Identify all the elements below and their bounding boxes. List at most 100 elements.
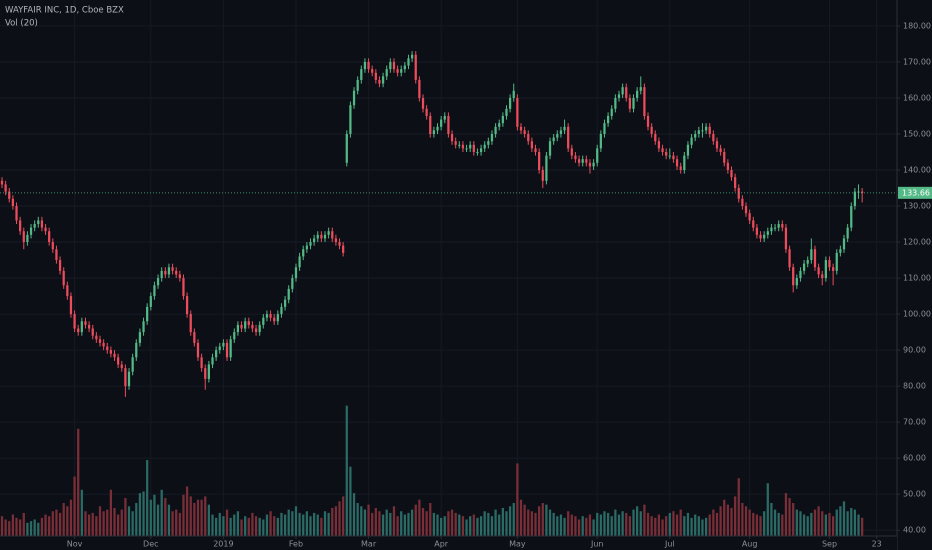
candle-body	[606, 115, 610, 124]
candle-body	[567, 126, 570, 149]
y-tick-label: 170.00	[903, 57, 931, 66]
volume-bar	[512, 503, 515, 536]
volume-bar	[603, 511, 606, 536]
volume-bar	[356, 503, 359, 536]
x-tick-label: Mar	[361, 540, 377, 549]
candle-body	[734, 177, 737, 189]
candle-body	[182, 278, 185, 297]
volume-bar	[661, 519, 664, 536]
candle-body	[131, 357, 134, 372]
volume-bar	[842, 501, 846, 536]
volume-bar	[51, 511, 54, 536]
volume-bar	[668, 512, 671, 536]
candle-body	[120, 364, 123, 369]
candle-body	[69, 296, 73, 315]
candle-body	[19, 220, 22, 232]
volume-bar	[773, 509, 777, 536]
volume-bar	[708, 514, 711, 536]
volume-bar	[37, 522, 40, 536]
volume-bar	[799, 511, 802, 536]
volume-bar	[135, 503, 138, 536]
volume-bar	[831, 516, 835, 536]
volume-bar	[498, 514, 501, 536]
volume-bar	[744, 506, 748, 536]
volume-bar	[755, 514, 759, 536]
volume-bar	[396, 516, 399, 536]
candle-body	[421, 97, 425, 109]
candle-body	[229, 339, 232, 358]
volume-bar	[62, 503, 65, 536]
candle-body	[44, 227, 47, 232]
candle-body	[548, 141, 552, 156]
candle-body	[508, 97, 512, 109]
candle-body	[719, 148, 722, 152]
candle-body	[476, 151, 479, 153]
volume-bar	[599, 514, 602, 536]
candle-body	[665, 151, 668, 156]
y-tick-label: 130.00	[903, 202, 931, 211]
candle-body	[389, 61, 392, 70]
candle-body	[541, 170, 544, 181]
candle-body	[356, 79, 359, 91]
candle-body	[8, 191, 11, 199]
candle-body	[215, 350, 218, 358]
candle-body	[327, 231, 330, 235]
volume-bar	[55, 509, 58, 536]
candle-body	[559, 130, 563, 134]
volume-bar	[258, 517, 261, 536]
volume-bar	[102, 511, 105, 536]
candle-body	[240, 324, 243, 329]
volume-bar	[530, 511, 534, 536]
volume-bar	[262, 519, 265, 536]
chart-title: WAYFAIR INC, 1D, Cboe BZX	[5, 6, 124, 16]
volume-bar	[15, 517, 18, 536]
candle-body	[124, 368, 127, 387]
volume-bar	[712, 509, 715, 536]
candle-body	[160, 270, 163, 279]
candle-body	[146, 306, 149, 322]
volume-bar	[643, 504, 646, 536]
candle-body	[338, 242, 341, 246]
candle-body	[371, 69, 374, 73]
candle-body	[294, 267, 298, 279]
volume-bar	[338, 501, 341, 536]
candle-body	[91, 328, 94, 336]
volume-bar	[4, 519, 7, 536]
candle-body	[737, 188, 740, 199]
volume-bar	[407, 512, 410, 536]
candle-body	[432, 130, 436, 134]
x-tick-label: Feb	[289, 540, 303, 549]
last-price-label: 133.66	[902, 188, 930, 197]
volume-bar	[665, 516, 668, 536]
x-tick-label: Jul	[664, 540, 675, 549]
candle-body	[87, 324, 91, 329]
x-tick-label: Dec	[143, 540, 158, 549]
volume-bar	[516, 463, 519, 536]
volume-bar	[215, 517, 218, 536]
candle-body	[381, 76, 385, 84]
candle-body	[429, 115, 432, 134]
volume-bar	[207, 504, 210, 536]
candle-body	[171, 267, 174, 271]
x-tick-label: 23	[872, 540, 882, 549]
volume-bar	[244, 516, 247, 536]
candle-body	[175, 270, 178, 275]
volume-bar	[421, 507, 425, 536]
candle-body	[490, 133, 494, 142]
candle-body	[657, 141, 661, 149]
candle-body	[40, 220, 44, 228]
y-tick-label: 110.00	[903, 274, 931, 283]
candle-body	[465, 148, 468, 150]
volume-bar	[11, 514, 15, 536]
volume-bar	[367, 504, 370, 536]
candle-body	[646, 115, 650, 127]
volume-bar	[748, 509, 751, 536]
candle-body	[821, 274, 824, 279]
volume-bar	[621, 511, 624, 536]
candle-body	[759, 234, 762, 239]
volume-bar	[802, 514, 806, 536]
candle-body	[98, 339, 102, 343]
candle-body	[763, 234, 766, 239]
volume-bar	[559, 514, 563, 536]
candle-body	[454, 141, 457, 145]
